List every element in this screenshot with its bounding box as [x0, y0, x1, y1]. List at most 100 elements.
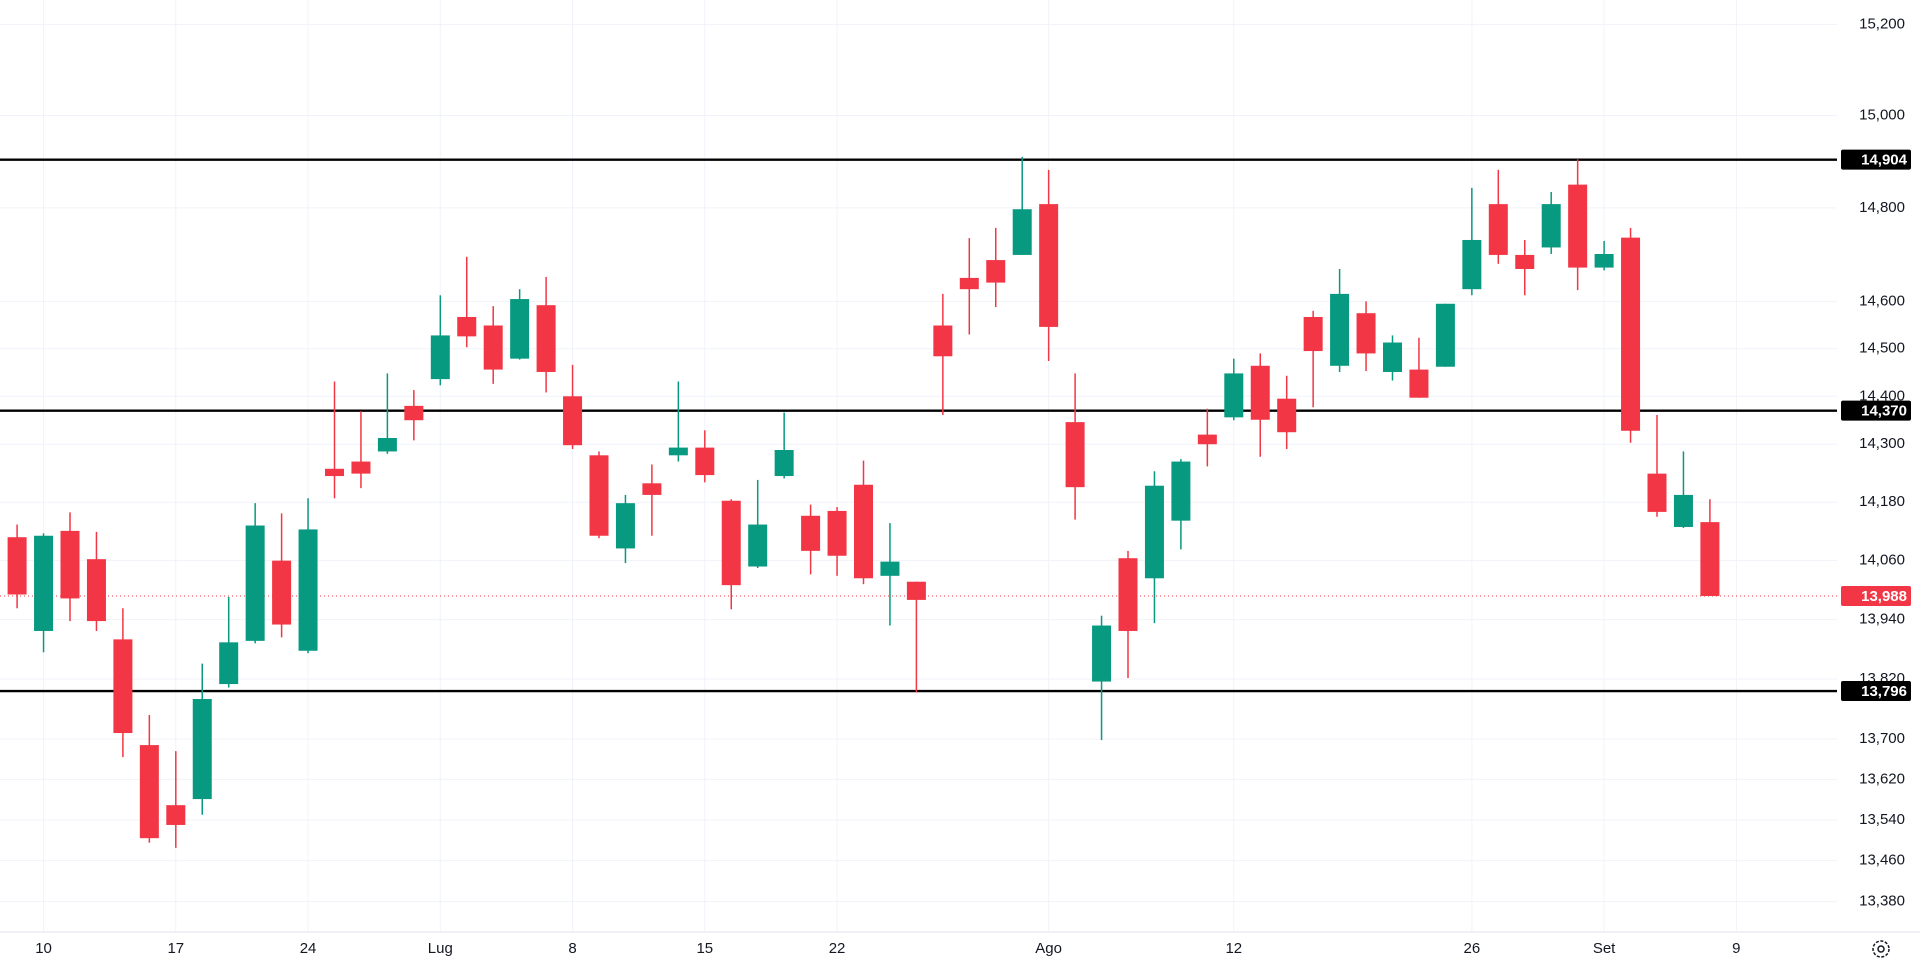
y-tick-label: 15,200 [1859, 15, 1905, 32]
last-price-box [1841, 585, 1911, 606]
y-tick-label: 13,620 [1859, 770, 1905, 787]
candle-body [721, 500, 741, 586]
candle-body [1462, 239, 1482, 290]
x-tick-label: 12 [1225, 940, 1242, 957]
candle-body [1039, 204, 1059, 327]
level-box [1841, 400, 1911, 421]
candle-body [7, 537, 27, 595]
y-tick-label: 14,180 [1859, 493, 1905, 510]
y-tick-label: 14,300 [1859, 435, 1905, 452]
candle-body [1144, 485, 1164, 579]
candle-body [377, 437, 397, 452]
y-tick-label: 13,540 [1859, 811, 1905, 828]
candle-body [748, 524, 768, 567]
y-tick-label: 13,700 [1859, 730, 1905, 747]
candle-body [1303, 316, 1323, 352]
x-tick-label: 8 [568, 940, 576, 957]
x-tick-label: 24 [300, 940, 317, 957]
candle-body [801, 515, 821, 551]
candle-body [1409, 369, 1429, 398]
x-tick-label: 17 [167, 940, 184, 957]
candle-body [1012, 209, 1032, 255]
candle-body [139, 745, 159, 839]
candle-body [510, 299, 530, 359]
candle-body [1647, 473, 1667, 512]
candle-body [1118, 558, 1138, 631]
candle-body [325, 468, 344, 477]
candle-body [1277, 398, 1297, 433]
candle-body [589, 455, 609, 536]
candle-body [1594, 253, 1614, 268]
candle-body [827, 510, 847, 556]
x-tick-label: Lug [428, 940, 453, 957]
candle-body [192, 699, 212, 800]
x-tick-label: Set [1593, 940, 1616, 957]
candle-body [536, 305, 556, 372]
settings-icon[interactable] [1872, 940, 1890, 958]
candle-body [298, 529, 318, 651]
candle-body [1568, 184, 1588, 268]
level-label: 14,904 [1861, 152, 1908, 169]
level-label: 14,370 [1861, 403, 1907, 420]
candle-body [1065, 422, 1085, 488]
candle-body [1515, 254, 1535, 269]
candle-body [1435, 303, 1455, 367]
candle-body [695, 447, 715, 476]
candle-body [854, 484, 873, 579]
candle-body [1330, 293, 1350, 366]
y-tick-label: 14,400 [1859, 387, 1905, 404]
candle-body [906, 581, 926, 600]
candle-body [1541, 204, 1561, 248]
candle-body [483, 325, 503, 370]
y-tick-label: 14,800 [1859, 199, 1905, 216]
x-tick-label: 10 [35, 940, 52, 957]
y-tick-label: 14,060 [1859, 552, 1905, 569]
candle-body [1673, 494, 1693, 527]
y-tick-label: 13,380 [1859, 893, 1905, 910]
y-tick-label: 13,940 [1859, 611, 1905, 628]
y-tick-label: 14,500 [1859, 340, 1905, 357]
candle-body [1224, 373, 1244, 418]
last-price-label: 13,988 [1861, 588, 1907, 605]
candle-body [933, 325, 953, 357]
candle-body [113, 639, 133, 734]
x-tick-label: 22 [829, 940, 846, 957]
y-tick-label: 13,460 [1859, 852, 1905, 869]
level-label: 13,796 [1861, 683, 1907, 700]
candle-body [245, 525, 265, 641]
x-tick-label: Ago [1035, 940, 1062, 957]
candle-body [1171, 461, 1191, 521]
candle-body [1621, 237, 1641, 431]
y-tick-label: 15,000 [1859, 106, 1905, 123]
candle-body [986, 260, 1006, 283]
candle-body [774, 450, 794, 477]
candle-body [668, 447, 688, 456]
y-tick-label: 14,600 [1859, 292, 1905, 309]
candle-body [880, 561, 900, 576]
candle-body [86, 559, 106, 622]
candle-body [219, 642, 239, 685]
candle-body [959, 277, 979, 290]
level-box [1841, 681, 1911, 702]
candle-body [563, 396, 583, 446]
candle-body [1488, 204, 1508, 255]
level-box [1841, 149, 1911, 170]
candle-body [1700, 522, 1720, 596]
x-tick-label: 15 [696, 940, 713, 957]
x-tick-label: 26 [1464, 940, 1481, 957]
candle-body [615, 503, 635, 549]
candle-body [272, 560, 292, 625]
candle-body [1197, 434, 1217, 445]
candle-body [60, 530, 80, 599]
candle-body [34, 535, 54, 631]
candle-body [1383, 342, 1402, 372]
candle-body [404, 405, 424, 421]
candle-body [1250, 365, 1270, 420]
candle-body [1092, 625, 1112, 682]
candle-body [457, 316, 477, 337]
candle-body [1356, 313, 1376, 354]
candle-body [642, 483, 662, 495]
x-tick-label: 9 [1732, 940, 1740, 957]
